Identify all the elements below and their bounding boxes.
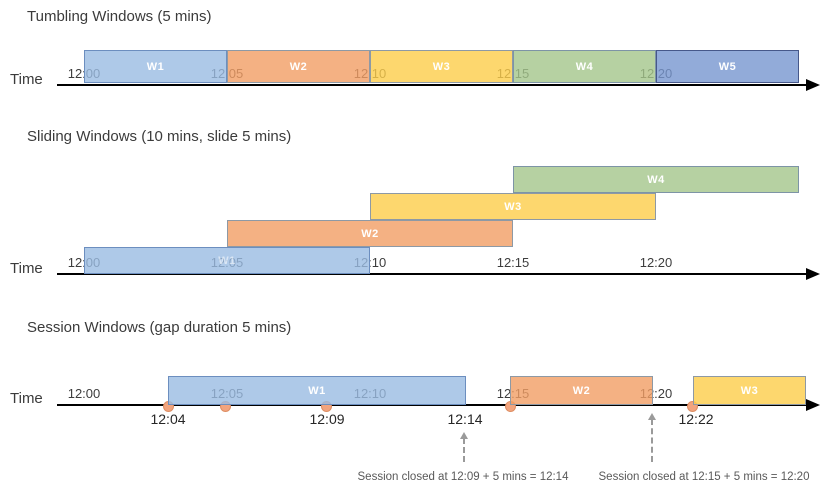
section-title: Sliding Windows (10 mins, slide 5 mins) bbox=[27, 128, 292, 145]
window-box: W4 bbox=[513, 50, 656, 83]
axis-arrowhead-icon bbox=[806, 399, 820, 411]
window-box: W2 bbox=[510, 376, 653, 405]
session-closed-annotation: Session closed at 12:15 + 5 mins = 12:20 bbox=[598, 471, 810, 483]
dashed-arrow-up-icon bbox=[460, 432, 468, 439]
dashed-arrow-up-icon bbox=[648, 413, 656, 420]
event-time-label: 12:22 bbox=[678, 411, 714, 427]
window-label: W5 bbox=[718, 60, 737, 73]
window-label: W3 bbox=[504, 200, 522, 213]
window-label: W2 bbox=[361, 227, 379, 240]
window-box: W1 bbox=[168, 376, 466, 405]
axis-line bbox=[57, 84, 806, 86]
window-box: W3 bbox=[370, 193, 656, 220]
axis-line bbox=[57, 404, 806, 406]
event-time-label: 12:04 bbox=[150, 411, 186, 427]
event-time-label: 12:09 bbox=[309, 411, 345, 427]
window-box: W1 bbox=[84, 247, 370, 274]
window-box: W2 bbox=[227, 50, 370, 83]
window-box: W3 bbox=[693, 376, 806, 405]
time-axis-label: Time bbox=[10, 71, 43, 88]
window-label: W4 bbox=[647, 173, 665, 186]
window-label: W1 bbox=[308, 384, 326, 397]
section-title: Tumbling Windows (5 mins) bbox=[27, 8, 212, 25]
window-label: W3 bbox=[740, 384, 759, 397]
window-label: W2 bbox=[289, 60, 308, 73]
window-label: W3 bbox=[432, 60, 451, 73]
axis-line bbox=[57, 273, 806, 275]
axis-tick-label: 12:15 bbox=[496, 255, 530, 270]
session-closed-annotation: Session closed at 12:09 + 5 mins = 12:14 bbox=[357, 471, 569, 483]
axis-arrowhead-icon bbox=[806, 79, 820, 91]
section-title: Session Windows (gap duration 5 mins) bbox=[27, 319, 292, 336]
event-dot bbox=[686, 400, 698, 412]
window-box: W4 bbox=[513, 166, 799, 193]
window-label: W1 bbox=[146, 60, 165, 73]
window-box: W2 bbox=[227, 220, 513, 247]
window-box: W3 bbox=[370, 50, 513, 83]
time-axis-label: Time bbox=[10, 260, 43, 277]
window-box: W1 bbox=[84, 50, 227, 83]
axis-tick-label: 12:00 bbox=[67, 386, 101, 401]
time-axis-label: Time bbox=[10, 390, 43, 407]
dashed-arrow-line bbox=[651, 419, 653, 462]
window-label: W2 bbox=[572, 384, 591, 397]
dashed-arrow-line bbox=[463, 438, 465, 462]
axis-arrowhead-icon bbox=[806, 268, 820, 280]
window-box: W5 bbox=[656, 50, 799, 83]
axis-tick-label: 12:20 bbox=[639, 255, 673, 270]
window-label: W1 bbox=[218, 254, 236, 267]
event-time-label: 12:14 bbox=[447, 411, 483, 427]
window-label: W4 bbox=[575, 60, 594, 73]
